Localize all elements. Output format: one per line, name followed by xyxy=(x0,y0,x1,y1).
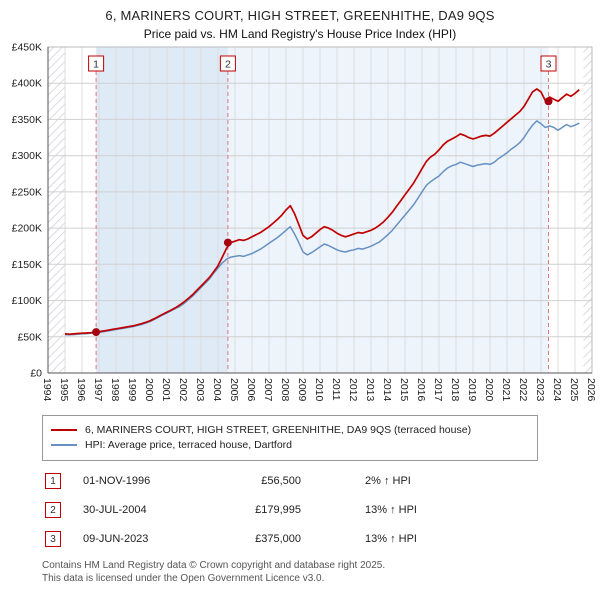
x-tick-label: 2006 xyxy=(245,378,257,402)
page-title: 6, MARINERS COURT, HIGH STREET, GREENHIT… xyxy=(105,8,495,23)
x-tick-label: 2013 xyxy=(364,378,376,402)
y-tick-label: £400K xyxy=(12,78,42,90)
sale-hpi-delta: 13% ↑ HPI xyxy=(365,504,417,516)
no-data-hatch-left xyxy=(48,47,65,373)
y-tick-label: £0 xyxy=(30,368,42,380)
y-tick-label: £100K xyxy=(12,295,42,307)
sale-number-flag xyxy=(540,55,557,72)
x-tick-label: 2007 xyxy=(262,378,274,402)
sale-number-badge: 1 xyxy=(45,473,61,489)
sale-date: 09-JUN-2023 xyxy=(83,533,149,545)
sale-point xyxy=(223,238,232,247)
sale-date: 30-JUL-2004 xyxy=(83,504,147,516)
y-tick-label: £450K xyxy=(12,42,42,54)
x-tick-label: 2002 xyxy=(177,378,189,402)
table-row: 2 30-JUL-2004 £179,995 13% ↑ HPI xyxy=(45,502,600,518)
table-row: 1 01-NOV-1996 £56,500 2% ↑ HPI xyxy=(45,473,600,489)
x-tick-label: 2023 xyxy=(534,378,546,402)
sale-hpi-delta: 2% ↑ HPI xyxy=(365,475,411,487)
sale-number-flag xyxy=(88,55,105,72)
y-tick-label: £200K xyxy=(12,223,42,235)
sale-number-badge: 3 xyxy=(45,531,61,547)
sale-point xyxy=(544,97,553,106)
x-tick-label: 2024 xyxy=(551,378,563,402)
x-tick-label: 2004 xyxy=(211,378,223,402)
price-history-chart: 1994 1995 1996 1997 1998 1999 2000 2001 2002 2003… xyxy=(12,42,597,402)
legend-item-hpi: HPI: Average price, terraced house, Dart… xyxy=(51,439,529,451)
x-tick-label: 2019 xyxy=(466,378,478,402)
x-tick-label: 1998 xyxy=(109,378,121,402)
hpi-line-swatch xyxy=(51,444,77,446)
price-line-swatch xyxy=(51,429,77,431)
x-tick-label: 2003 xyxy=(194,378,206,402)
y-tick-label: £150K xyxy=(12,259,42,271)
table-row: 3 09-JUN-2023 £375,000 13% ↑ HPI xyxy=(45,531,600,547)
x-tick-label: 1999 xyxy=(126,378,138,402)
x-tick-label: 2000 xyxy=(143,378,155,402)
x-tick-label: 2020 xyxy=(483,378,495,402)
sale-number-text: 3 xyxy=(546,59,552,71)
legend: 6, MARINERS COURT, HIGH STREET, GREENHIT… xyxy=(42,415,538,461)
x-tick-label: 2011 xyxy=(330,378,342,401)
legend-label-hpi: HPI: Average price, terraced house, Dart… xyxy=(85,439,292,451)
sale-price: £179,995 xyxy=(255,504,301,516)
sale-number-flag xyxy=(219,55,236,72)
x-tick-label: 2010 xyxy=(313,378,325,402)
legend-label-price: 6, MARINERS COURT, HIGH STREET, GREENHIT… xyxy=(85,424,472,436)
x-tick-label: 1995 xyxy=(58,378,70,402)
sale-price: £56,500 xyxy=(261,475,301,487)
y-tick-label: £250K xyxy=(12,186,42,198)
x-tick-label: 2025 xyxy=(568,378,580,402)
x-tick-label: 2008 xyxy=(279,378,291,402)
x-tick-label: 2012 xyxy=(347,378,359,402)
sale-date: 01-NOV-1996 xyxy=(83,475,151,487)
copyright-footer: Contains HM Land Registry data © Crown c… xyxy=(42,560,600,585)
x-tick-label: 2014 xyxy=(381,378,393,402)
footer-line-2: This data is licensed under the Open Gov… xyxy=(42,572,325,584)
x-tick-label: 2001 xyxy=(160,378,172,402)
ownership-band xyxy=(96,47,228,373)
y-tick-label: £350K xyxy=(12,114,42,126)
x-tick-label: 2017 xyxy=(432,378,444,402)
y-tick-label: £300K xyxy=(12,150,42,162)
legend-item-price: 6, MARINERS COURT, HIGH STREET, GREENHIT… xyxy=(51,424,529,436)
x-tick-label: 2022 xyxy=(517,378,529,402)
x-tick-label: 2026 xyxy=(585,378,597,402)
x-tick-label: 1994 xyxy=(41,378,53,402)
x-tick-label: 2009 xyxy=(296,378,308,402)
transactions-table: 1 01-NOV-1996 £56,500 2% ↑ HPI 2 30-JUL-… xyxy=(45,473,600,547)
x-tick-label: 1996 xyxy=(75,378,87,402)
page-subtitle: Price paid vs. HM Land Registry's House … xyxy=(143,27,457,41)
sale-point xyxy=(92,328,101,337)
y-tick-label: £50K xyxy=(17,331,42,343)
sale-number-badge: 2 xyxy=(45,502,61,518)
footer-line-1: Contains HM Land Registry data © Crown c… xyxy=(42,560,386,571)
sale-price: £375,000 xyxy=(255,533,301,545)
series-line-price xyxy=(64,88,580,336)
x-tick-label: 2005 xyxy=(228,378,240,402)
sale-hpi-delta: 13% ↑ HPI xyxy=(365,533,417,545)
x-tick-label: 2021 xyxy=(500,378,512,402)
x-tick-label: 2018 xyxy=(449,378,461,402)
x-tick-label: 2016 xyxy=(415,378,427,402)
sale-number-text: 1 xyxy=(93,59,99,71)
sale-number-text: 2 xyxy=(225,59,231,71)
x-tick-label: 2015 xyxy=(398,378,410,402)
no-data-hatch-right xyxy=(583,47,592,373)
x-tick-label: 1997 xyxy=(92,378,104,402)
